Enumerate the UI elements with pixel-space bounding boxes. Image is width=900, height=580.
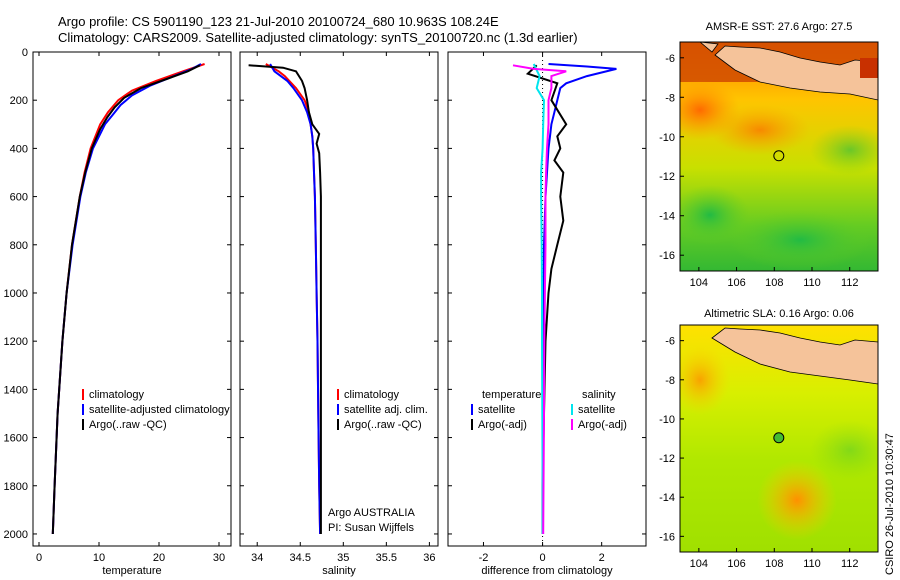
series-line-blue [51, 63, 202, 535]
series-line-blue [541, 63, 617, 534]
series-line-magenta [512, 64, 567, 535]
x-tick-label: 0 [540, 552, 546, 564]
legend-header: temperature [482, 389, 541, 401]
legend-entry: climatology [344, 389, 400, 401]
series-line-black [525, 64, 568, 534]
x-axis-label: difference from climatology [481, 565, 613, 577]
x-axis-label: temperature [102, 565, 161, 577]
lon-tick-label: 104 [690, 558, 708, 570]
lat-tick-label: -8 [665, 375, 675, 387]
x-tick-label: 34 [251, 552, 263, 564]
lon-tick-label: 104 [690, 277, 708, 289]
panel-frame [447, 51, 647, 547]
lon-tick-label: 106 [727, 558, 745, 570]
lon-tick-label: 108 [765, 558, 783, 570]
panel-frame [32, 51, 232, 547]
salinity-panel: 34 34.5 35 35.5 36 salinity climatology satelli… [239, 51, 439, 577]
x-tick-label: 10 [93, 552, 105, 564]
depth-tick-label: 400 [10, 143, 28, 155]
depth-tick-label: 200 [10, 95, 28, 107]
legend-entry: Argo(..raw -QC) [344, 419, 422, 431]
series-line-black [51, 64, 201, 535]
argo-location-marker [773, 432, 785, 444]
x-tick-label: -2 [479, 552, 489, 564]
lat-tick-label: -10 [659, 132, 675, 144]
lat-tick-label: -6 [665, 336, 675, 348]
depth-tick-label: 1000 [4, 288, 28, 300]
series-line-cyan [532, 63, 546, 534]
depth-tick-label: 600 [10, 192, 28, 204]
x-tick-label: 20 [153, 552, 165, 564]
sla-map-title: Altimetric SLA: 0.16 Argo: 0.06 [704, 308, 854, 320]
legend: climatology satellite-adjusted climatolog… [82, 389, 230, 431]
panel-frame [239, 51, 439, 547]
lat-tick-label: -14 [659, 211, 675, 223]
figure-title-line-2: Climatology: CARS2009. Satellite-adjuste… [58, 30, 578, 45]
temperature-panel: 0 200 400 600 800 1000 1200 1400 1600 1800 2000 0 10… [4, 47, 232, 577]
annotation-text: Argo AUSTRALIA [328, 507, 415, 519]
sst-map: AMSR-E SST: 27.6 Argo: 27.5 104 106 108 110… [659, 21, 879, 289]
lat-tick-label: -12 [659, 171, 675, 183]
legend-entry: climatology [89, 389, 145, 401]
lat-tick-label: -16 [659, 531, 675, 543]
lat-tick-label: -8 [665, 92, 675, 104]
legend-entry: Argo(-adj) [578, 419, 627, 431]
legend: temperature salinity satellite Argo(-adj) sa… [471, 389, 627, 431]
depth-tick-label: 800 [10, 240, 28, 252]
legend-entry: Argo(..raw -QC) [89, 419, 167, 431]
x-tick-label: 36 [423, 552, 435, 564]
sla-map-field [680, 325, 878, 552]
java-land-sla [711, 327, 878, 385]
depth-tick-label: 1200 [4, 336, 28, 348]
legend-entry: satellite [478, 404, 515, 416]
lon-tick-label: 110 [803, 558, 821, 570]
legend-entry: satellite-adjusted climatology [89, 404, 230, 416]
lon-tick-label: 108 [765, 277, 783, 289]
argo-location-marker [773, 150, 785, 162]
java-land [714, 45, 878, 101]
x-axis-label: salinity [322, 565, 356, 577]
legend-entry: Argo(-adj) [478, 419, 527, 431]
depth-tick-label: 1400 [4, 384, 28, 396]
sst-map-title: AMSR-E SST: 27.6 Argo: 27.5 [706, 21, 853, 33]
figure-title-line-1: Argo profile: CS 5901190_123 21-Jul-2010… [58, 14, 499, 29]
annotation-text: PI: Susan Wijffels [328, 522, 414, 534]
lon-tick-label: 112 [841, 277, 859, 289]
lon-tick-label: 106 [727, 277, 745, 289]
legend-header: salinity [582, 389, 616, 401]
lat-tick-label: -10 [659, 414, 675, 426]
legend-entry: satellite [578, 404, 615, 416]
depth-tick-label: 1600 [4, 433, 28, 445]
x-tick-label: 34.5 [290, 552, 311, 564]
depth-tick-label: 2000 [4, 529, 28, 541]
side-label: CSIRO 26-Jul-2010 10:30:47 [884, 433, 896, 575]
lat-tick-label: -14 [659, 492, 675, 504]
lon-tick-label: 110 [803, 277, 821, 289]
lat-tick-label: -12 [659, 453, 675, 465]
series-line-black [248, 64, 322, 534]
sst-map-field [680, 42, 878, 271]
lon-tick-label: 112 [841, 558, 859, 570]
lat-tick-label: -16 [659, 250, 675, 262]
x-tick-label: 0 [36, 552, 42, 564]
x-tick-label: 2 [599, 552, 605, 564]
x-tick-label: 35 [337, 552, 349, 564]
depth-tick-label: 1800 [4, 481, 28, 493]
sla-map: Altimetric SLA: 0.16 Argo: 0.06 104 106 10… [659, 308, 879, 570]
series-line-red [51, 63, 205, 535]
lat-tick-label: -6 [665, 53, 675, 65]
x-tick-label: 30 [213, 552, 225, 564]
series-line-blue [269, 63, 322, 535]
legend-entry: satellite adj. clim. [344, 404, 428, 416]
x-tick-label: 35.5 [376, 552, 397, 564]
depth-tick-label: 0 [22, 47, 28, 59]
legend: climatology satellite adj. clim. Argo(..ra… [337, 389, 428, 431]
